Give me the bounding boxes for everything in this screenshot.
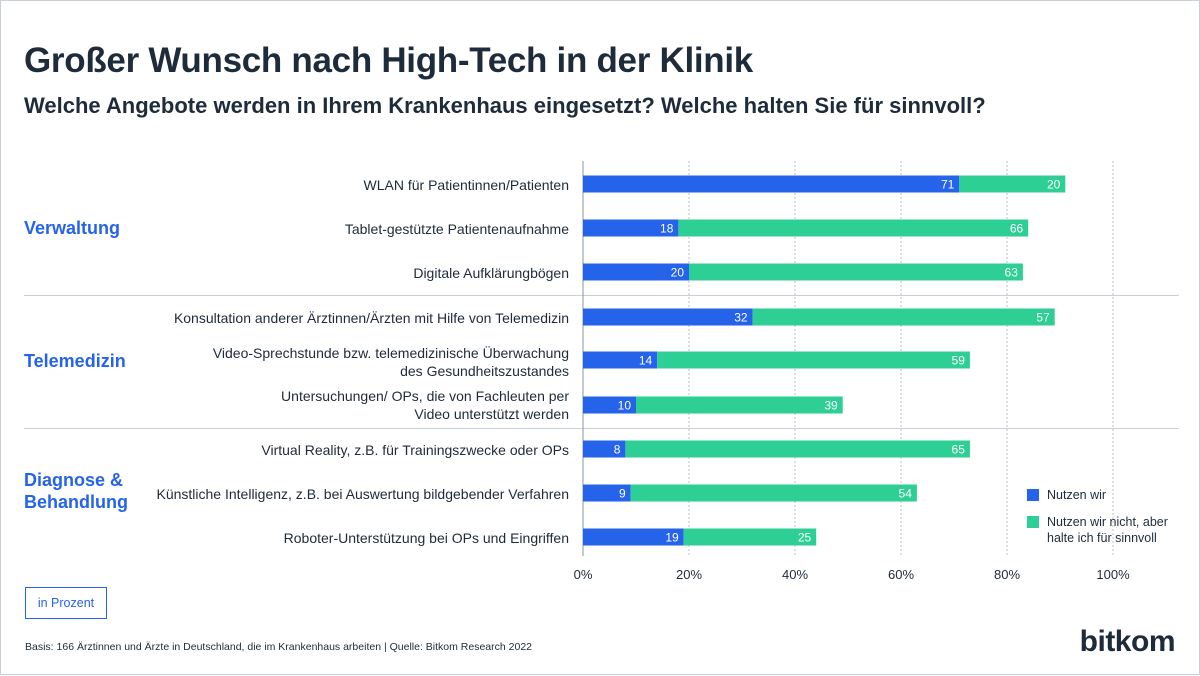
group-separator: [24, 295, 1179, 296]
bar-nutzen-wir: [583, 396, 636, 414]
row-label: Virtual Reality, z.B. für Trainingszweck…: [261, 442, 569, 458]
x-tick-label: 20%: [676, 567, 702, 582]
bar-nutzen-wir: [583, 308, 753, 326]
data-label-nutzen-wir: 9: [619, 487, 626, 501]
bar-nutzen-wir: [583, 528, 684, 546]
data-label-sinnvoll: 54: [899, 487, 913, 501]
row-label: WLAN für Patientinnen/Patienten: [363, 177, 569, 193]
row-label: Digitale Aufklärungbögen: [413, 265, 569, 281]
bar-nutzen-wir: [583, 175, 960, 193]
bar-nutzen-wir: [583, 263, 689, 281]
source-footnote: Basis: 166 Ärztinnen und Ärzte in Deutsc…: [25, 641, 533, 653]
chart-subtitle: Welche Angebote werden in Ihrem Krankenh…: [24, 93, 986, 118]
data-label-sinnvoll: 39: [824, 399, 838, 413]
data-label-sinnvoll: 66: [1010, 222, 1024, 236]
legend-swatch-sinnvoll: [1027, 516, 1039, 528]
data-label-nutzen-wir: 19: [665, 531, 679, 545]
bar-nutzen-wir: [583, 351, 658, 369]
bar-sinnvoll: [689, 263, 1023, 281]
bar-sinnvoll: [657, 351, 970, 369]
x-tick-label: 60%: [888, 567, 914, 582]
row-label: Roboter-Unterstützung bei OPs und Eingri…: [283, 530, 569, 546]
row-label: Tablet-gestützte Patientenaufnahme: [344, 221, 569, 237]
row-label: Konsultation anderer Ärztinnen/Ärzten mi…: [173, 310, 569, 326]
row-label: Künstliche Intelligenz, z.B. bei Auswert…: [156, 486, 570, 502]
bar-sinnvoll: [752, 308, 1055, 326]
data-label-nutzen-wir: 14: [639, 354, 653, 368]
bar-sinnvoll: [625, 440, 970, 458]
bitkom-logo: bitkom: [1079, 625, 1176, 658]
bar-sinnvoll: [678, 219, 1029, 237]
legend-swatch-nutzen: [1027, 489, 1039, 501]
data-label-sinnvoll: 59: [952, 354, 966, 368]
row-label: Video-Sprechstunde bzw. telemedizinische…: [212, 345, 569, 379]
bar-nutzen-wir: [583, 219, 679, 237]
row-label: Untersuchungen/ OPs, die von Fachleuten …: [281, 388, 569, 422]
group-label-verwaltung: Verwaltung: [24, 218, 121, 238]
data-label-nutzen-wir: 71: [941, 178, 955, 192]
group-label-diagnose-behandlung: Diagnose & Behandlung: [24, 470, 128, 512]
data-label-sinnvoll: 65: [952, 443, 966, 457]
unit-note: in Prozent: [25, 587, 107, 619]
data-label-nutzen-wir: 20: [671, 266, 685, 280]
x-tick-label: 0%: [574, 567, 593, 582]
group-label-telemedizin: Telemedizin: [24, 351, 126, 371]
data-label-sinnvoll: 25: [798, 531, 812, 545]
data-label-sinnvoll: 63: [1005, 266, 1019, 280]
data-label-nutzen-wir: 32: [734, 311, 748, 325]
bar-sinnvoll: [630, 484, 917, 502]
chart-title: Großer Wunsch nach High-Tech in der Klin…: [24, 41, 753, 80]
bar-nutzen-wir: [583, 440, 626, 458]
data-label-sinnvoll: 20: [1047, 178, 1061, 192]
bar-sinnvoll: [636, 396, 843, 414]
legend-label: Nutzen wir nicht, aber halte ich für sin…: [1047, 515, 1168, 545]
x-tick-label: 80%: [994, 567, 1020, 582]
x-tick-label: 40%: [782, 567, 808, 582]
group-separator: [24, 428, 1179, 429]
bar-sinnvoll: [959, 175, 1066, 193]
data-label-nutzen-wir: 10: [618, 399, 632, 413]
bar-sinnvoll: [683, 528, 817, 546]
bar-nutzen-wir: [583, 484, 631, 502]
data-label-nutzen-wir: 8: [614, 443, 621, 457]
data-label-sinnvoll: 57: [1036, 311, 1050, 325]
legend-label: Nutzen wir: [1047, 488, 1107, 502]
x-tick-label: 100%: [1096, 567, 1130, 582]
data-label-nutzen-wir: 18: [660, 222, 674, 236]
